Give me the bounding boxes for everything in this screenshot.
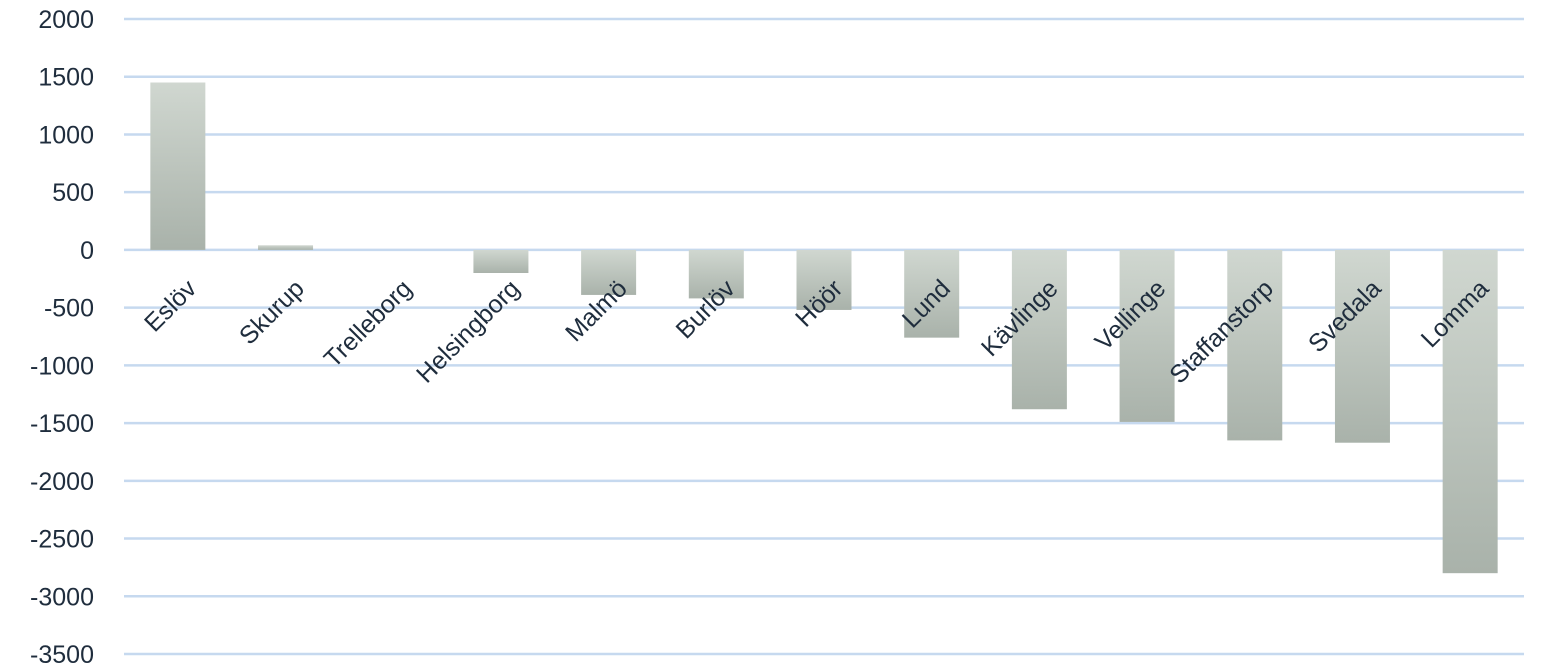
y-tick-label: 0 (80, 237, 94, 265)
bar-höör (796, 249, 852, 310)
y-tick-label: 500 (52, 179, 94, 207)
bar-malmö (581, 249, 637, 295)
y-tick-label: -2500 (30, 526, 94, 554)
y-tick-label: 1000 (38, 121, 94, 149)
bar-svedala (1334, 249, 1390, 443)
y-tick-label: -3000 (30, 583, 94, 611)
y-axis-tick-labels: 2000 1500 1000 500 0 -500 -1000 -1500 -2000 -2500… (30, 6, 94, 668)
y-tick-label: -3500 (30, 641, 94, 668)
bar-staffanstorp (1227, 249, 1283, 441)
bar-skurup (258, 245, 314, 250)
bar-helsingborg (473, 249, 529, 273)
bar-lund (904, 249, 960, 338)
bar-lomma (1442, 249, 1498, 574)
y-tick-label: 1500 (38, 64, 94, 92)
bar-burlöv (688, 249, 744, 299)
bar-kävlinge (1011, 249, 1067, 410)
category-label: Helsingborg (411, 274, 525, 388)
category-label: Eslöv (139, 274, 202, 337)
bars (150, 82, 1498, 574)
y-tick-label: -500 (44, 295, 94, 323)
category-label: Trelleborg (319, 274, 418, 373)
category-label: Skurup (234, 274, 310, 350)
bar-eslöv (150, 82, 206, 250)
bar-vellinge (1119, 249, 1175, 422)
y-tick-label: 2000 (38, 6, 94, 34)
y-tick-label: -2000 (30, 468, 94, 496)
y-tick-label: -1000 (30, 352, 94, 380)
y-tick-label: -1500 (30, 410, 94, 438)
